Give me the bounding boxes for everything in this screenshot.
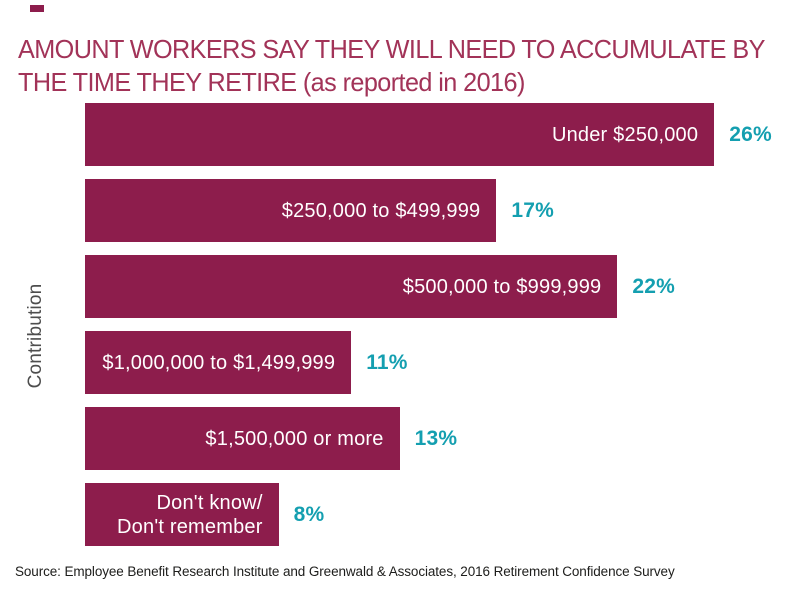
bar-label: $1,000,000 to $1,499,999 [102, 351, 336, 374]
chart-title: AMOUNT WORKERS SAY THEY WILL NEED TO ACC… [18, 34, 765, 98]
bar: $250,000 to $499,999 [85, 179, 497, 242]
bar-row: $250,000 to $499,999 17% [85, 179, 785, 242]
bar-row: $500,000 to $999,999 22% [85, 255, 785, 318]
bar: $500,000 to $999,999 [85, 255, 618, 318]
y-axis-label-text: Contribution [25, 283, 46, 389]
bar: $1,000,000 to $1,499,999 [85, 331, 352, 394]
bar-label: $500,000 to $999,999 [402, 275, 602, 298]
bar: $1,500,000 or more [85, 407, 400, 470]
bar-value: 17% [511, 198, 555, 222]
bar-value: 26% [729, 122, 772, 146]
bar-value: 11% [366, 350, 408, 374]
source-attribution: Source: Employee Benefit Research Instit… [15, 564, 675, 579]
bar-row: $1,500,000 or more 13% [85, 407, 785, 470]
bar: Under $250,000 [85, 103, 715, 166]
bar: Don't know/ Don't remember [85, 483, 279, 546]
bar-label: Under $250,000 [551, 123, 699, 146]
bar-value: 13% [414, 426, 458, 450]
corner-accent-mark [30, 5, 44, 12]
bar-label: $250,000 to $499,999 [281, 199, 481, 222]
bar-row: $1,000,000 to $1,499,999 11% [85, 331, 785, 394]
bar-value: 8% [293, 502, 325, 526]
bar-chart: Under $250,000 26% $250,000 to $499,999 17%… [85, 103, 785, 559]
bar-label: $1,500,000 or more [205, 427, 384, 450]
bar-value: 22% [632, 274, 676, 298]
bar-row: Don't know/ Don't remember 8% [85, 483, 785, 546]
bar-row: Under $250,000 26% [85, 103, 785, 166]
bar-label: Don't know/ Don't remember [117, 491, 263, 538]
